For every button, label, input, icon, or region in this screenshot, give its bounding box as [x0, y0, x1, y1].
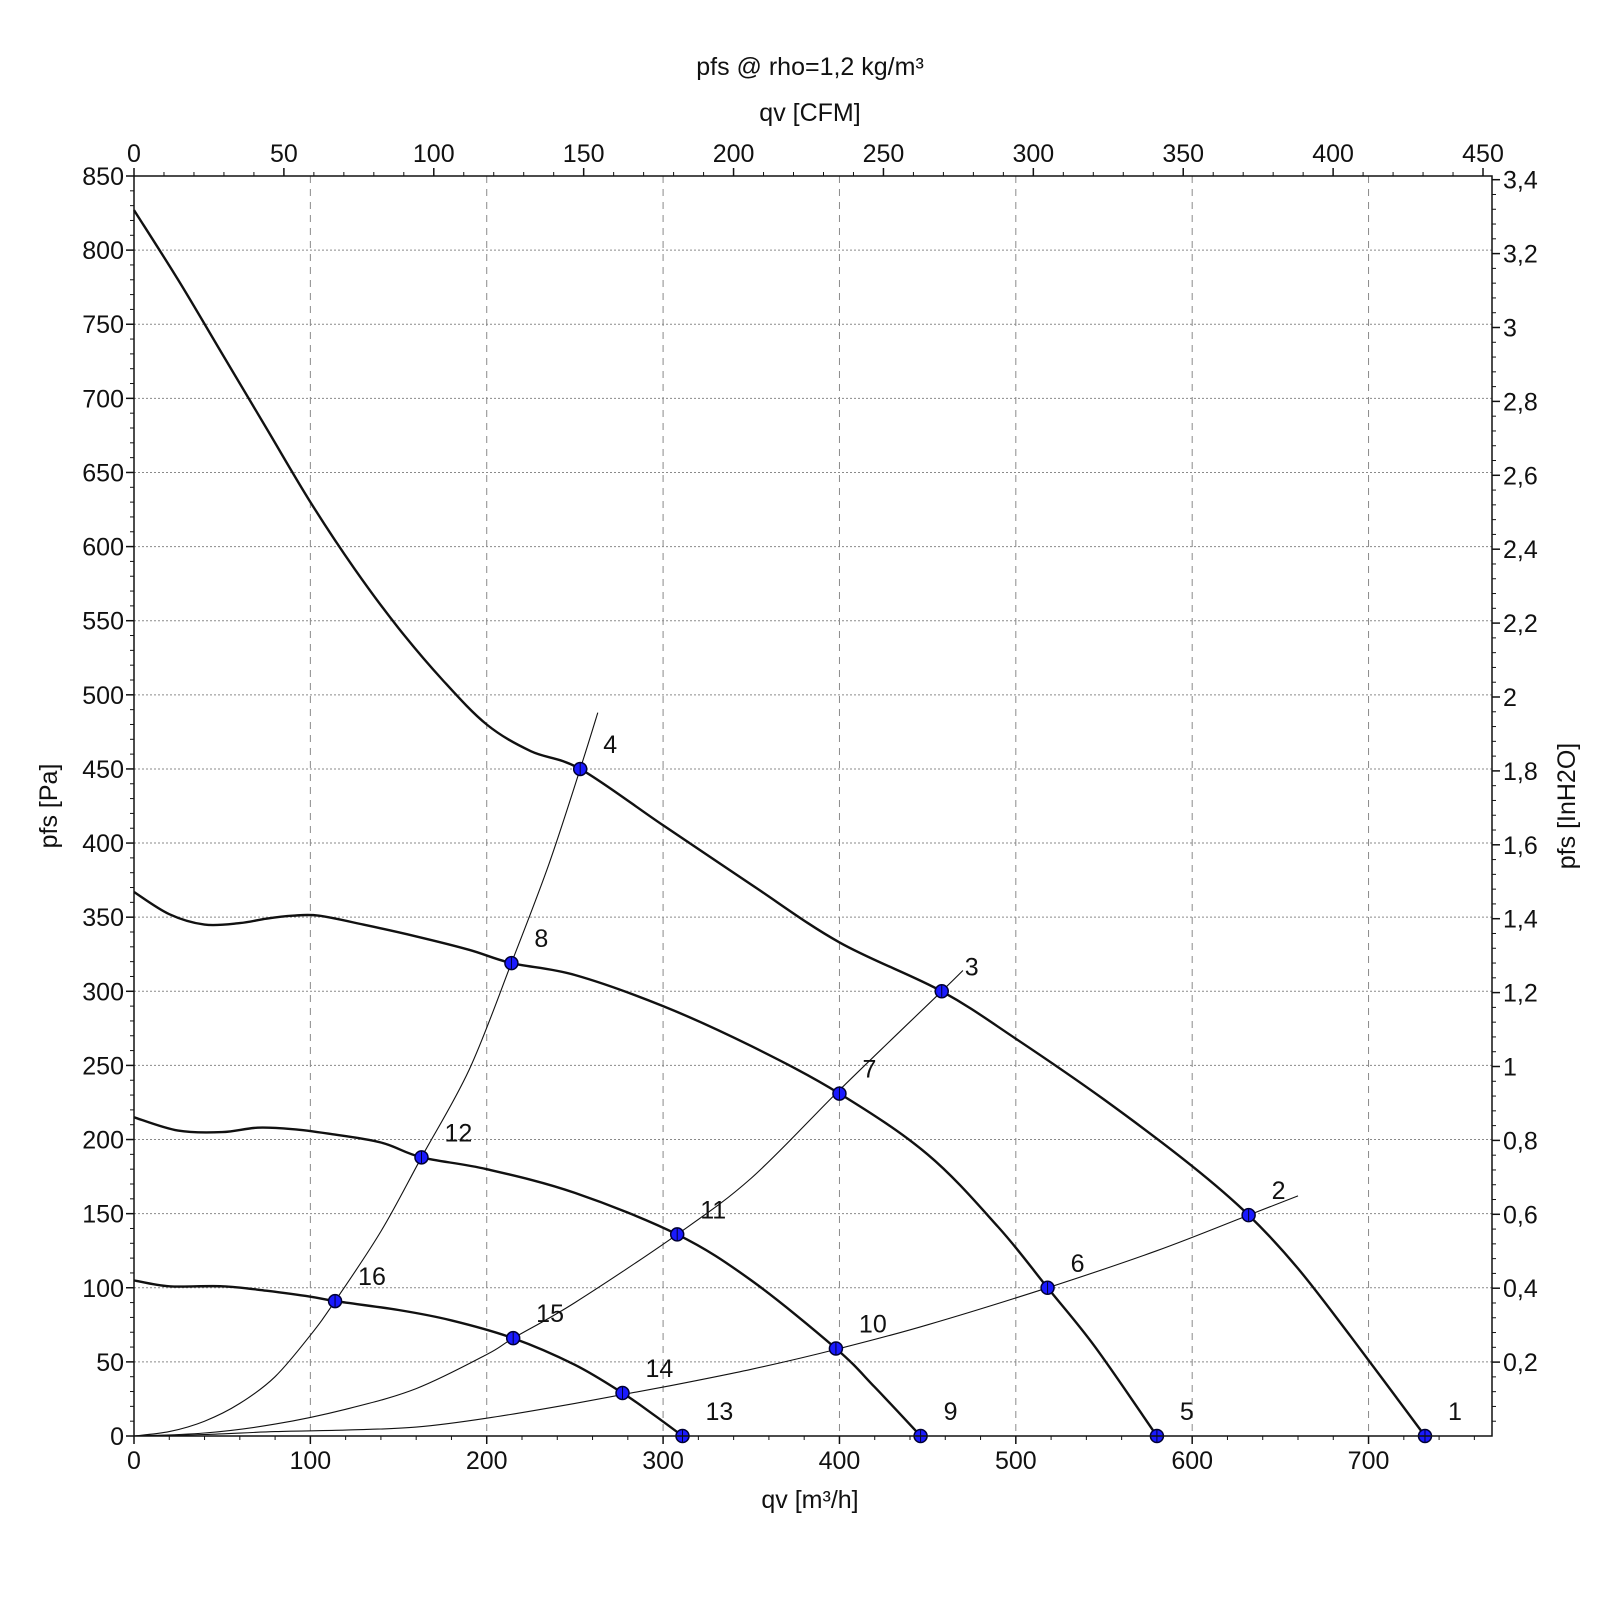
y2-tick-label: 1,2: [1503, 980, 1538, 1008]
point-label: 12: [444, 1119, 472, 1147]
fan-curve: [133, 1279, 684, 1437]
x-tick-label: 400: [819, 1447, 861, 1475]
y2-tick-label: 0,8: [1503, 1127, 1538, 1155]
point-label: 14: [646, 1355, 674, 1383]
point-label: 10: [859, 1311, 887, 1339]
point-label: 11: [700, 1196, 726, 1224]
x2-tick-label: 300: [1012, 140, 1054, 168]
y-tick-label: 550: [82, 608, 124, 636]
point-label: 13: [705, 1398, 733, 1426]
point-label: 16: [358, 1263, 386, 1291]
y-tick-label: 250: [82, 1052, 124, 1080]
plot-frame: [133, 175, 1493, 1437]
point-label: 1: [1448, 1398, 1462, 1426]
y2-tick-label: 1,6: [1503, 832, 1538, 860]
y2-tick-label: 2,2: [1503, 610, 1538, 638]
curves-layer: [132, 209, 1426, 1437]
x-tick-label: 500: [995, 1447, 1037, 1475]
point-label: 8: [534, 925, 548, 953]
y2-tick-label: 2,4: [1503, 536, 1538, 564]
x2-tick-label: 150: [563, 140, 605, 168]
fan-curve: [133, 1116, 922, 1437]
x-tick-label: 200: [466, 1447, 508, 1475]
grid-layer: [134, 176, 1492, 1436]
fan-curve: [133, 890, 1158, 1437]
point-label: 6: [1071, 1250, 1085, 1278]
x2-tick-label: 200: [713, 140, 755, 168]
point-label: 3: [965, 953, 979, 981]
y-tick-label: 150: [82, 1201, 124, 1229]
y2-tick-label: 1,4: [1503, 906, 1538, 934]
x2-axis-label: qv [CFM]: [759, 99, 860, 127]
x2-tick-label: 400: [1312, 140, 1354, 168]
y-tick-label: 350: [82, 904, 124, 932]
x-tick-label: 0: [127, 1447, 141, 1475]
y-tick-label: 200: [82, 1127, 124, 1155]
x2-tick-label: 0: [127, 140, 141, 168]
y2-tick-label: 3: [1503, 314, 1517, 342]
fan-curve: [132, 209, 1426, 1437]
y2-tick-label: 0,6: [1503, 1201, 1538, 1229]
y2-tick-label: 3,4: [1503, 167, 1538, 195]
y-tick-label: 300: [82, 978, 124, 1006]
y-tick-label: 400: [82, 830, 124, 858]
y-tick-label: 600: [82, 534, 124, 562]
y2-tick-label: 1,8: [1503, 758, 1538, 786]
y2-tick-label: 0,2: [1503, 1349, 1538, 1377]
x2-tick-label: 350: [1162, 140, 1204, 168]
x-tick-label: 100: [290, 1447, 332, 1475]
system-curve: [133, 1195, 1299, 1437]
y2-tick-label: 2: [1503, 684, 1517, 712]
chart-title: pfs @ rho=1,2 kg/m³: [696, 53, 924, 81]
point-label: 7: [862, 1056, 876, 1084]
y-axis-label: pfs [Pa]: [35, 764, 63, 849]
x2-tick-label: 100: [413, 140, 455, 168]
y-tick-label: 450: [82, 756, 124, 784]
y-tick-label: 0: [110, 1423, 124, 1451]
y-tick-label: 750: [82, 311, 124, 339]
point-label: 5: [1180, 1398, 1194, 1426]
y-tick-label: 650: [82, 459, 124, 487]
y-tick-label: 500: [82, 682, 124, 710]
x-tick-label: 300: [642, 1447, 684, 1475]
tick-labels: 0501001502002503003504004505005506006507…: [82, 140, 1538, 1475]
x2-tick-label: 450: [1462, 140, 1504, 168]
x-tick-label: 700: [1348, 1447, 1390, 1475]
minor-ticks: [126, 168, 1500, 1444]
y2-tick-label: 0,4: [1503, 1275, 1538, 1303]
x2-tick-label: 250: [863, 140, 905, 168]
point-label: 15: [536, 1300, 564, 1328]
point-label: 9: [944, 1398, 958, 1426]
system-curve: [133, 970, 964, 1437]
x2-tick-label: 50: [270, 140, 298, 168]
x-axis-label: qv [m³/h]: [761, 1486, 858, 1514]
point-label: 2: [1272, 1177, 1286, 1205]
y2-tick-label: 2,6: [1503, 462, 1538, 490]
system-curve: [133, 712, 599, 1437]
y2-tick-label: 3,2: [1503, 241, 1538, 269]
y2-tick-label: 1: [1503, 1053, 1517, 1081]
y2-axis-label: pfs [InH2O]: [1553, 743, 1581, 869]
point-label: 4: [603, 731, 617, 759]
x-tick-label: 600: [1171, 1447, 1213, 1475]
y-tick-label: 800: [82, 237, 124, 265]
y-tick-label: 100: [82, 1275, 124, 1303]
y2-tick-label: 2,8: [1503, 388, 1538, 416]
y-tick-label: 50: [96, 1349, 124, 1377]
y-tick-label: 850: [82, 163, 124, 191]
y-tick-label: 700: [82, 385, 124, 413]
